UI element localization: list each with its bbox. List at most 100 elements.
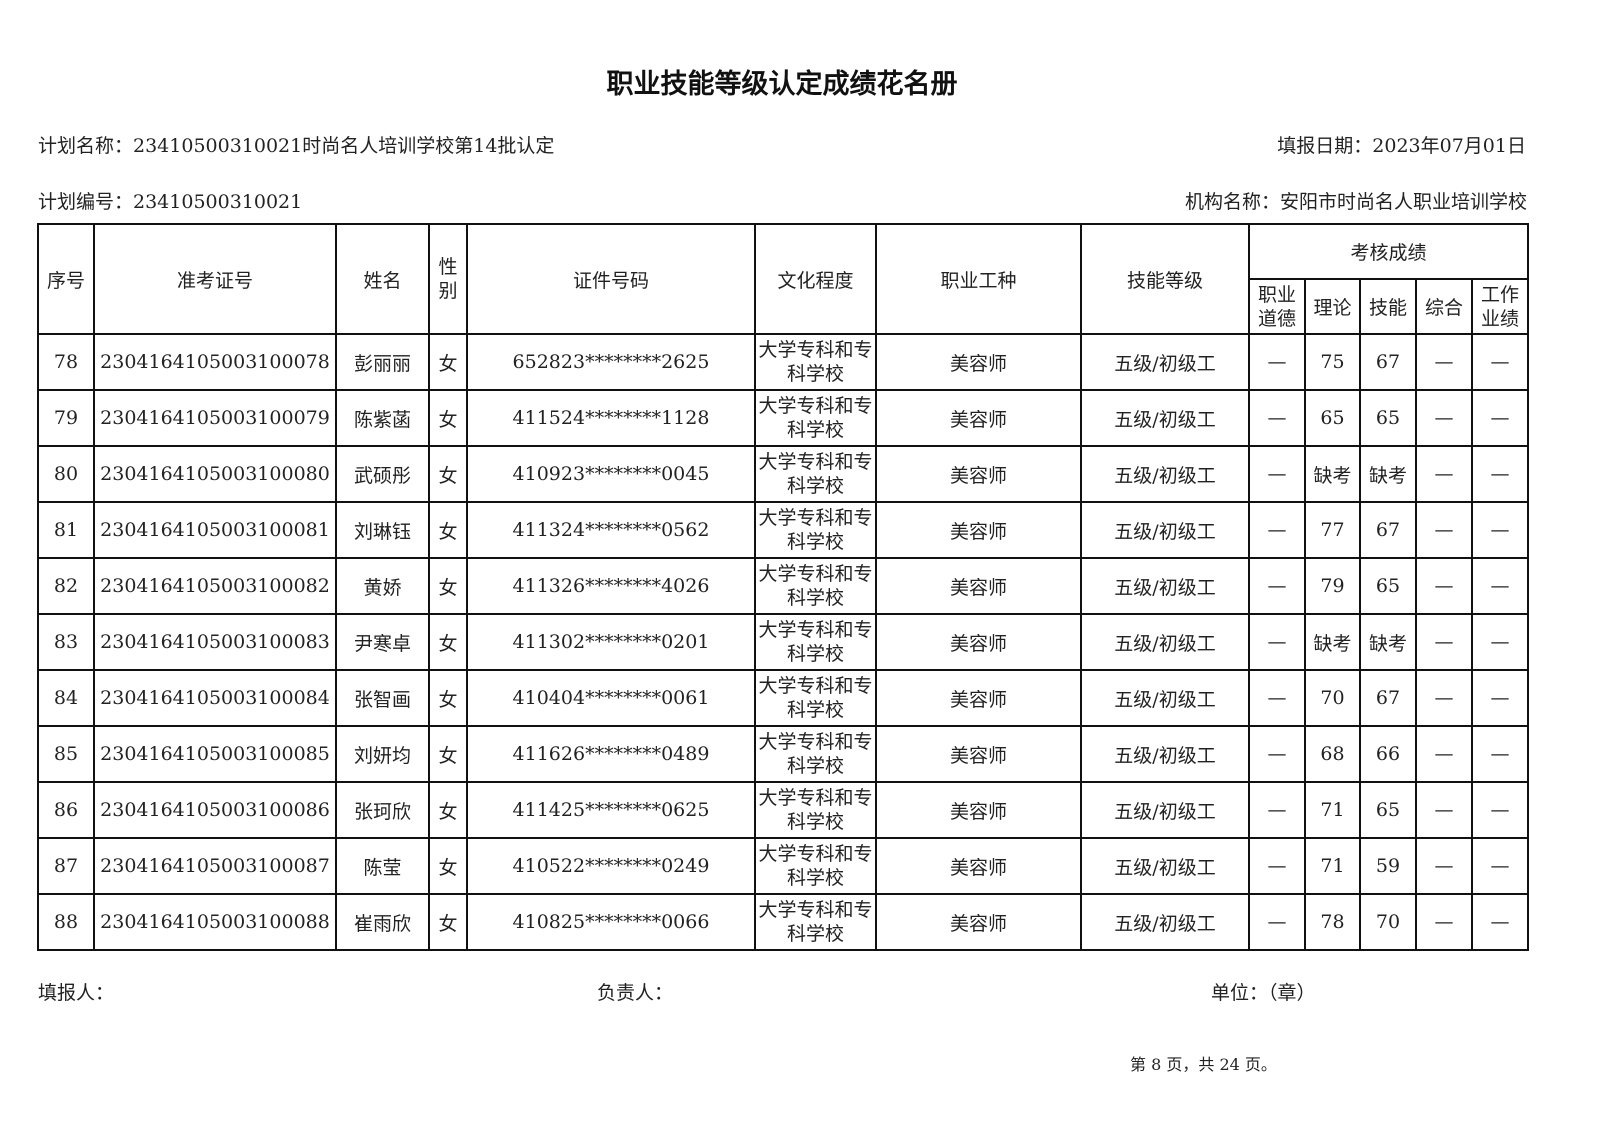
cell-work: — <box>1470 781 1530 839</box>
cell-id: 410825********0066 <box>466 893 756 951</box>
cell-name: 张智画 <box>335 669 430 727</box>
cell-theory: 78 <box>1304 893 1361 951</box>
cell-occupation: 美容师 <box>875 669 1082 727</box>
header-ticket: 准考证号 <box>93 223 337 335</box>
score-roster-table: 序号 准考证号 姓名 性别 证件号码 文化程度 职业工种 技能等级 考核成绩 职… <box>37 223 1530 951</box>
cell-level: 五级/初级工 <box>1080 669 1250 727</box>
footer-unit: 单位：（章） <box>1211 982 1316 1004</box>
cell-occupation: 美容师 <box>875 557 1082 615</box>
cell-occupation: 美容师 <box>875 893 1082 951</box>
cell-ticket: 2304164105003100088 <box>93 893 337 951</box>
cell-id: 411425********0625 <box>466 781 756 839</box>
cell-gender: 女 <box>428 893 468 951</box>
cell-id: 410404********0061 <box>466 669 756 727</box>
cell-id: 411324********0562 <box>466 501 756 559</box>
cell-gender: 女 <box>428 613 468 671</box>
footer-manager: 负责人： <box>597 982 674 1004</box>
cell-occupation: 美容师 <box>875 837 1082 895</box>
cell-id: 411524********1128 <box>466 389 756 447</box>
cell-ticket: 2304164105003100078 <box>93 333 337 391</box>
cell-seq: 88 <box>37 893 95 951</box>
cell-edu: 大学专科和专科学校 <box>754 837 877 895</box>
cell-edu: 大学专科和专科学校 <box>754 445 877 503</box>
cell-ethics: — <box>1248 725 1306 783</box>
cell-edu: 大学专科和专科学校 <box>754 893 877 951</box>
cell-skill: 65 <box>1359 557 1417 615</box>
cell-name: 彭丽丽 <box>335 333 430 391</box>
cell-overall: — <box>1415 725 1473 783</box>
report-date: 填报日期：2023年07月01日 <box>1277 135 1526 157</box>
cell-edu: 大学专科和专科学校 <box>754 725 877 783</box>
cell-ticket: 2304164105003100085 <box>93 725 337 783</box>
cell-name: 崔雨欣 <box>335 893 430 951</box>
cell-level: 五级/初级工 <box>1080 389 1250 447</box>
cell-ethics: — <box>1248 501 1306 559</box>
cell-ticket: 2304164105003100084 <box>93 669 337 727</box>
table-row: 78 2304164105003100078 彭丽丽女 652823********2… <box>37 333 1530 391</box>
cell-level: 五级/初级工 <box>1080 837 1250 895</box>
table-row: 85 2304164105003100085 刘妍均女 411626********0… <box>37 725 1530 783</box>
header-level: 技能等级 <box>1080 223 1250 335</box>
cell-ticket: 2304164105003100086 <box>93 781 337 839</box>
cell-ethics: — <box>1248 669 1306 727</box>
cell-skill: 67 <box>1359 333 1417 391</box>
cell-gender: 女 <box>428 445 468 503</box>
cell-ticket: 2304164105003100081 <box>93 501 337 559</box>
header-gender: 性别 <box>428 223 468 335</box>
cell-skill: 66 <box>1359 725 1417 783</box>
cell-seq: 87 <box>37 837 95 895</box>
cell-gender: 女 <box>428 501 468 559</box>
header-ethics: 职业道德 <box>1248 278 1306 335</box>
table-row: 88 2304164105003100088 崔雨欣女 410825********0… <box>37 893 1530 951</box>
cell-overall: — <box>1415 669 1473 727</box>
org-name: 机构名称：安阳市时尚名人职业培训学校 <box>1184 191 1527 213</box>
cell-seq: 86 <box>37 781 95 839</box>
header-id: 证件号码 <box>466 223 756 335</box>
cell-seq: 81 <box>37 501 95 559</box>
cell-work: — <box>1470 445 1530 503</box>
cell-seq: 82 <box>37 557 95 615</box>
cell-id: 410923********0045 <box>466 445 756 503</box>
cell-overall: — <box>1415 893 1473 951</box>
cell-ethics: — <box>1248 445 1306 503</box>
cell-theory: 75 <box>1304 333 1361 391</box>
cell-work: — <box>1470 893 1530 951</box>
cell-seq: 83 <box>37 613 95 671</box>
cell-name: 黄娇 <box>335 557 430 615</box>
cell-ticket: 2304164105003100087 <box>93 837 337 895</box>
cell-theory: 79 <box>1304 557 1361 615</box>
cell-name: 刘妍均 <box>335 725 430 783</box>
cell-edu: 大学专科和专科学校 <box>754 613 877 671</box>
cell-skill: 67 <box>1359 501 1417 559</box>
cell-edu: 大学专科和专科学校 <box>754 557 877 615</box>
cell-gender: 女 <box>428 725 468 783</box>
cell-overall: — <box>1415 837 1473 895</box>
header-occupation: 职业工种 <box>875 223 1082 335</box>
cell-skill: 65 <box>1359 389 1417 447</box>
cell-ticket: 2304164105003100080 <box>93 445 337 503</box>
cell-ticket: 2304164105003100083 <box>93 613 337 671</box>
cell-skill: 70 <box>1359 893 1417 951</box>
cell-edu: 大学专科和专科学校 <box>754 669 877 727</box>
cell-work: — <box>1470 837 1530 895</box>
header-seq: 序号 <box>37 223 95 335</box>
header-edu: 文化程度 <box>754 223 877 335</box>
cell-theory: 71 <box>1304 837 1361 895</box>
table-row: 84 2304164105003100084 张智画女 410404********0… <box>37 669 1530 727</box>
cell-seq: 79 <box>37 389 95 447</box>
header-work: 工作业绩 <box>1470 278 1530 335</box>
cell-theory: 70 <box>1304 669 1361 727</box>
cell-occupation: 美容师 <box>875 781 1082 839</box>
cell-theory: 77 <box>1304 501 1361 559</box>
cell-seq: 84 <box>37 669 95 727</box>
header-skill: 技能 <box>1359 278 1417 335</box>
cell-work: — <box>1470 333 1530 391</box>
cell-gender: 女 <box>428 557 468 615</box>
cell-overall: — <box>1415 781 1473 839</box>
cell-edu: 大学专科和专科学校 <box>754 333 877 391</box>
cell-gender: 女 <box>428 837 468 895</box>
cell-theory: 65 <box>1304 389 1361 447</box>
cell-gender: 女 <box>428 389 468 447</box>
plan-number: 计划编号：23410500310021 <box>38 191 303 213</box>
cell-edu: 大学专科和专科学校 <box>754 781 877 839</box>
